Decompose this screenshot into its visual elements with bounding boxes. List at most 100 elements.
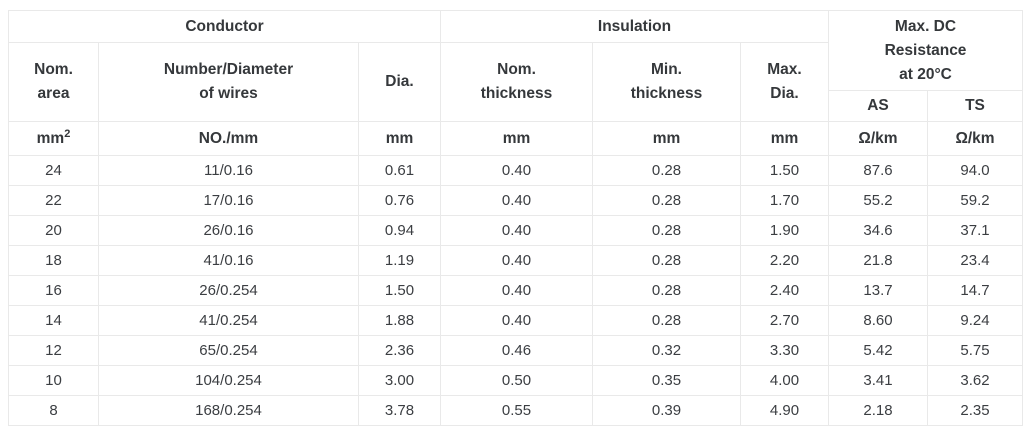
table-cell: 23.4 (926, 245, 1024, 276)
table-cell: 1.50 (740, 155, 829, 186)
header-group-max-dc-resistance: Max. DC Resistance at 20°C (827, 10, 1024, 91)
table-cell: 2.35 (926, 395, 1024, 426)
table-cell: 3.78 (358, 395, 441, 426)
header-group-insulation: Insulation (440, 10, 829, 43)
table-cell: 11/0.16 (98, 155, 359, 186)
table-cell: 0.28 (592, 245, 741, 276)
table-cell: 12 (8, 335, 99, 366)
table-cell: 2.20 (740, 245, 829, 276)
table-header: Conductor Insulation Max. DC Resistance … (8, 10, 1024, 156)
table-cell: 8.60 (828, 305, 928, 336)
table-cell: 55.2 (828, 185, 928, 216)
table-cell: 104/0.254 (98, 365, 359, 396)
table-cell: 2.18 (828, 395, 928, 426)
header-number-diameter-of-wires: Number/Diameter of wires (98, 42, 359, 122)
table-cell: 59.2 (926, 185, 1024, 216)
table-cell: 5.75 (926, 335, 1024, 366)
table-cell: 3.00 (358, 365, 441, 396)
table-row: 12 65/0.254 2.36 0.46 0.32 3.30 5.42 5.75 (8, 335, 1024, 366)
header-group-row: Conductor Insulation Max. DC Resistance … (8, 10, 1024, 91)
table-cell: 22 (8, 185, 99, 216)
wire-specification-table: Conductor Insulation Max. DC Resistance … (8, 10, 1024, 426)
table-cell: 0.61 (358, 155, 441, 186)
table-cell: 9.24 (926, 305, 1024, 336)
header-max-dia: Max. Dia. (740, 42, 829, 122)
table-cell: 1.19 (358, 245, 441, 276)
unit-nom-thickness: mm (440, 121, 593, 156)
table-row: 18 41/0.16 1.19 0.40 0.28 2.20 21.8 23.4 (8, 245, 1024, 276)
header-group-conductor: Conductor (8, 10, 441, 43)
table-cell: 3.62 (926, 365, 1024, 396)
table-cell: 34.6 (828, 215, 928, 246)
table-cell: 0.40 (440, 275, 593, 306)
table-row: 16 26/0.254 1.50 0.40 0.28 2.40 13.7 14.7 (8, 275, 1024, 306)
unit-number-diameter: NO./mm (98, 121, 359, 156)
table-cell: 1.90 (740, 215, 829, 246)
table-cell: 21.8 (828, 245, 928, 276)
table-row: 10 104/0.254 3.00 0.50 0.35 4.00 3.41 3.62 (8, 365, 1024, 396)
table-cell: 0.28 (592, 155, 741, 186)
table-cell: 0.50 (440, 365, 593, 396)
table-cell: 41/0.16 (98, 245, 359, 276)
table-cell: 0.40 (440, 155, 593, 186)
table-cell: 26/0.254 (98, 275, 359, 306)
table-cell: 0.40 (440, 215, 593, 246)
unit-min-thickness: mm (592, 121, 741, 156)
table-cell: 0.28 (592, 275, 741, 306)
table-cell: 87.6 (828, 155, 928, 186)
header-nom-thickness: Nom. thickness (440, 42, 593, 122)
table-cell: 4.00 (740, 365, 829, 396)
unit-squared-exponent: 2 (64, 127, 71, 140)
unit-max-dia: mm (740, 121, 829, 156)
table-cell: 8 (8, 395, 99, 426)
table-cell: 0.94 (358, 215, 441, 246)
table-cell: 0.55 (440, 395, 593, 426)
table-row: 24 11/0.16 0.61 0.40 0.28 1.50 87.6 94.0 (8, 155, 1024, 186)
table-cell: 18 (8, 245, 99, 276)
table-cell: 0.28 (592, 215, 741, 246)
table-cell: 24 (8, 155, 99, 186)
table-cell: 41/0.254 (98, 305, 359, 336)
table-cell: 65/0.254 (98, 335, 359, 366)
table-cell: 13.7 (828, 275, 928, 306)
header-min-thickness: Min. thickness (592, 42, 741, 122)
table-cell: 17/0.16 (98, 185, 359, 216)
table-cell: 0.40 (440, 185, 593, 216)
table-cell: 37.1 (926, 215, 1024, 246)
table-cell: 1.50 (358, 275, 441, 306)
table-cell: 0.35 (592, 365, 741, 396)
table-cell: 5.42 (828, 335, 928, 366)
table-cell: 14 (8, 305, 99, 336)
header-as: AS (828, 90, 928, 122)
header-ts: TS (926, 90, 1024, 122)
table-cell: 0.46 (440, 335, 593, 366)
unit-dia: mm (358, 121, 441, 156)
table-cell: 2.70 (740, 305, 829, 336)
table-cell: 1.88 (358, 305, 441, 336)
header-sub-row: Nom. area Number/Diameter of wires Dia. … (8, 42, 1023, 122)
unit-as-resistance: Ω/km (828, 121, 928, 156)
units-row: mm2 NO./mm mm mm mm mm Ω/km Ω/km (8, 121, 1024, 156)
table-cell: 4.90 (740, 395, 829, 426)
table-row: 22 17/0.16 0.76 0.40 0.28 1.70 55.2 59.2 (8, 185, 1024, 216)
table-cell: 0.32 (592, 335, 741, 366)
header-nom-area: Nom. area (8, 42, 99, 122)
table-cell: 94.0 (926, 155, 1024, 186)
table-row: 20 26/0.16 0.94 0.40 0.28 1.90 34.6 37.1 (8, 215, 1024, 246)
table-cell: 0.39 (592, 395, 741, 426)
unit-ts-resistance: Ω/km (926, 121, 1024, 156)
table-cell: 2.40 (740, 275, 829, 306)
table-cell: 26/0.16 (98, 215, 359, 246)
table-cell: 0.40 (440, 245, 593, 276)
table-cell: 20 (8, 215, 99, 246)
unit-mm-base: mm (36, 129, 65, 147)
unit-nom-area: mm2 (8, 121, 99, 156)
table-cell: 3.30 (740, 335, 829, 366)
table-row: 8 168/0.254 3.78 0.55 0.39 4.90 2.18 2.35 (8, 395, 1024, 426)
table-cell: 1.70 (740, 185, 829, 216)
table-cell: 14.7 (926, 275, 1024, 306)
table-cell: 0.76 (358, 185, 441, 216)
table-cell: 16 (8, 275, 99, 306)
table-cell: 0.28 (592, 185, 741, 216)
